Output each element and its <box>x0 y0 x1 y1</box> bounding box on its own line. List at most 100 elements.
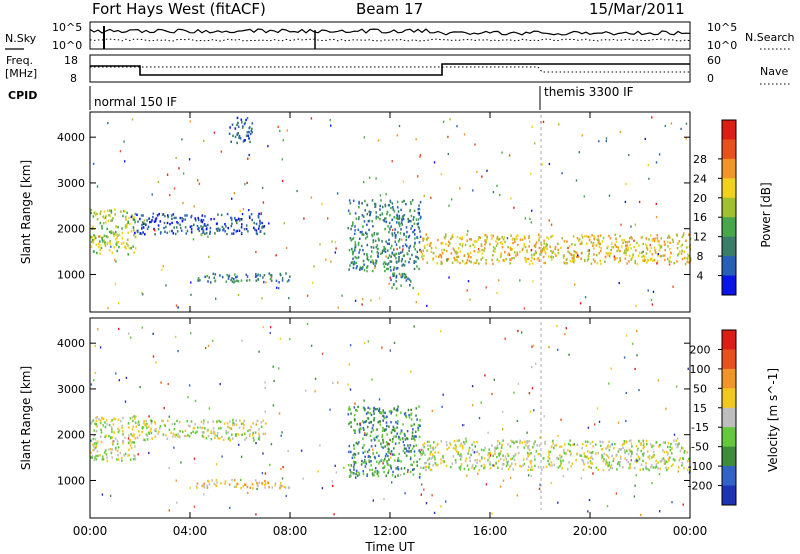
scatter-cell <box>377 139 380 142</box>
echo-cell <box>353 447 355 450</box>
scatter-cell <box>562 475 565 478</box>
scatter-cell <box>347 383 349 386</box>
echo-cell <box>405 238 408 242</box>
echo-cell <box>535 241 538 244</box>
echo-cell <box>357 452 360 455</box>
velocity-panel <box>89 317 691 519</box>
echo-cell <box>366 243 369 247</box>
echo-cell <box>426 249 428 252</box>
echo-cell <box>598 251 601 255</box>
echo-cell <box>591 244 594 248</box>
scatter-cell <box>287 449 289 453</box>
echo-cell <box>156 214 159 217</box>
power-echo-data <box>90 116 692 310</box>
echo-cell <box>140 214 143 217</box>
echo-cell <box>551 234 554 238</box>
echo-cell <box>239 419 241 422</box>
echo-cell <box>542 255 545 259</box>
echo-cell <box>413 209 416 213</box>
echo-cell <box>652 450 655 454</box>
scatter-cell <box>205 347 207 350</box>
echo-cell <box>471 443 473 446</box>
echo-cell <box>116 249 118 253</box>
scatter-cell <box>115 372 117 375</box>
echo-cell <box>419 451 422 454</box>
echo-cell <box>169 222 171 226</box>
echo-cell <box>448 240 450 243</box>
echo-cell <box>456 236 459 239</box>
echo-cell <box>235 485 237 488</box>
echo-cell <box>492 234 494 238</box>
scatter-cell <box>446 258 448 261</box>
echo-cell <box>463 467 466 471</box>
echo-cell <box>638 440 640 443</box>
echo-cell <box>130 230 133 233</box>
echo-cell <box>237 125 240 128</box>
echo-cell <box>371 220 373 223</box>
echo-cell <box>649 250 651 253</box>
echo-cell <box>688 233 690 236</box>
echo-cell <box>279 487 281 490</box>
echo-cell <box>111 436 114 439</box>
scatter-cell <box>463 254 466 257</box>
scatter-cell <box>624 200 627 203</box>
echo-cell <box>600 262 602 265</box>
echo-cell <box>502 454 504 457</box>
echo-cell <box>240 118 243 121</box>
echo-cell <box>134 212 137 216</box>
echo-cell <box>108 448 110 451</box>
echo-cell <box>381 205 384 209</box>
echo-cell <box>369 211 372 214</box>
echo-cell <box>576 443 579 446</box>
echo-cell <box>471 464 474 467</box>
echo-cell <box>120 456 123 460</box>
echo-cell <box>548 453 550 456</box>
echo-cell <box>133 218 136 221</box>
echo-cell <box>388 469 390 472</box>
echo-cell <box>115 238 117 241</box>
echo-cell <box>386 249 389 252</box>
echo-cell <box>590 456 592 460</box>
echo-cell <box>350 239 353 242</box>
echo-cell <box>627 249 630 252</box>
scatter-cell <box>651 303 654 306</box>
scatter-cell <box>127 437 130 440</box>
echo-cell <box>362 470 365 473</box>
echo-cell <box>359 248 361 252</box>
echo-cell <box>257 484 259 488</box>
colorbar-tick-label: -200 <box>688 480 713 493</box>
echo-cell <box>509 458 512 461</box>
echo-cell <box>512 241 514 245</box>
echo-cell <box>642 454 645 457</box>
echo-cell <box>262 276 264 279</box>
echo-cell <box>476 450 479 453</box>
echo-cell <box>201 227 203 231</box>
echo-cell <box>248 126 251 130</box>
scatter-cell <box>611 443 613 446</box>
echo-cell <box>250 425 252 428</box>
echo-cell <box>358 431 361 434</box>
echo-cell <box>150 419 152 422</box>
echo-cell <box>622 466 624 469</box>
echo-cell <box>457 247 460 250</box>
echo-cell <box>390 412 392 415</box>
echo-cell <box>665 460 667 463</box>
echo-cell <box>382 219 385 222</box>
colorbar-swatch <box>722 120 736 140</box>
echo-cell <box>240 218 243 221</box>
echo-cell <box>454 459 457 462</box>
echo-cell <box>403 472 405 476</box>
echo-cell <box>95 444 97 447</box>
scatter-cell <box>402 180 405 183</box>
echo-cell <box>94 235 96 238</box>
echo-cell <box>214 273 217 276</box>
echo-cell <box>134 458 137 461</box>
echo-cell <box>437 451 440 454</box>
scatter-cell <box>238 443 240 446</box>
echo-cell <box>367 455 370 458</box>
echo-cell <box>453 248 455 252</box>
echo-cell <box>677 445 679 449</box>
echo-cell <box>400 460 402 463</box>
echo-cell <box>356 265 358 268</box>
echo-cell <box>101 236 103 240</box>
